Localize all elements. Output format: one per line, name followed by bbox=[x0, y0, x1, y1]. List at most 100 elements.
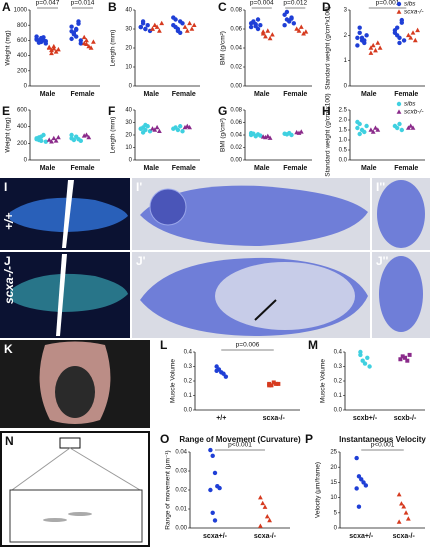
data-point bbox=[143, 122, 148, 128]
panel-label: J bbox=[4, 254, 11, 268]
data-point bbox=[248, 24, 254, 30]
data-point bbox=[34, 34, 39, 39]
data-point bbox=[359, 477, 364, 482]
y-tick-label: 0.2 bbox=[184, 379, 193, 385]
data-point bbox=[212, 518, 218, 523]
data-point bbox=[76, 19, 81, 24]
data-point bbox=[53, 49, 59, 54]
y-tick-label: 0.08 bbox=[230, 8, 242, 14]
data-point bbox=[140, 130, 146, 135]
section-i1 bbox=[140, 185, 368, 246]
y-tick-label: 0 bbox=[344, 84, 348, 90]
data-point bbox=[406, 32, 411, 38]
body-cavity bbox=[55, 366, 95, 418]
data-point bbox=[223, 374, 229, 379]
data-point bbox=[255, 26, 261, 32]
data-point bbox=[355, 119, 360, 125]
data-point bbox=[157, 28, 162, 33]
y-tick-label: 600 bbox=[17, 108, 28, 114]
y-axis-label: Standard weight (g/cm³x100) bbox=[325, 93, 332, 176]
y-tick-label: 0.04 bbox=[175, 450, 187, 456]
p-value: p<0.001 bbox=[228, 442, 252, 449]
data-point bbox=[43, 139, 48, 144]
data-point bbox=[138, 126, 143, 131]
data-point bbox=[397, 40, 402, 46]
data-point bbox=[356, 474, 362, 479]
data-point bbox=[362, 129, 367, 135]
data-point bbox=[355, 125, 360, 131]
y-tick-label: 0.06 bbox=[230, 27, 242, 33]
data-point bbox=[154, 24, 160, 29]
data-point bbox=[46, 137, 52, 142]
y-tick-label: 0.3 bbox=[184, 364, 193, 370]
data-point bbox=[150, 26, 155, 31]
legend-label: scxb-/- bbox=[404, 109, 424, 116]
fish bbox=[68, 512, 92, 516]
data-point bbox=[267, 135, 273, 140]
y-tick-label: 30 bbox=[125, 120, 132, 126]
data-point bbox=[397, 121, 402, 127]
data-point bbox=[69, 24, 74, 29]
data-point bbox=[294, 26, 300, 31]
data-point bbox=[397, 35, 402, 41]
data-point bbox=[357, 25, 362, 30]
fish-j bbox=[10, 273, 128, 312]
data-point bbox=[86, 43, 92, 49]
y-tick-label: 0.5 bbox=[339, 148, 348, 154]
data-point bbox=[46, 44, 52, 50]
y-tick-label: 15 bbox=[330, 480, 337, 486]
data-point bbox=[282, 23, 287, 28]
data-point bbox=[395, 25, 400, 30]
x-tick-label: Male bbox=[40, 91, 56, 98]
legend-label: sibs bbox=[404, 101, 416, 108]
data-point bbox=[84, 37, 89, 43]
panel-label: B bbox=[108, 0, 117, 14]
y-tick-label: 10 bbox=[125, 65, 132, 71]
data-point bbox=[410, 30, 416, 35]
y-tick-label: 0 bbox=[334, 526, 338, 532]
data-point bbox=[368, 45, 374, 50]
data-point bbox=[408, 35, 414, 40]
panel-label: J'' bbox=[376, 254, 389, 268]
data-point bbox=[296, 130, 302, 135]
y-tick-label: 10 bbox=[125, 145, 132, 151]
data-point bbox=[258, 133, 263, 138]
y-tick-label: 0.08 bbox=[230, 108, 242, 114]
data-point bbox=[362, 38, 367, 43]
x-tick-label: +/+ bbox=[216, 415, 226, 422]
data-point bbox=[396, 491, 402, 497]
y-axis-label: BMI (g/cm²) bbox=[220, 118, 227, 152]
data-point bbox=[269, 32, 275, 37]
panel-label: A bbox=[2, 0, 11, 14]
y-tick-label: 0.01 bbox=[175, 507, 187, 513]
y-tick-label: 0.4 bbox=[184, 350, 193, 356]
cross-section-i2 bbox=[377, 180, 425, 248]
data-point bbox=[264, 514, 270, 519]
data-point bbox=[69, 36, 74, 42]
y-tick-label: 2.5 bbox=[339, 108, 348, 114]
y-axis-label: Weight (mg) bbox=[5, 117, 12, 152]
data-point bbox=[140, 19, 146, 24]
data-point bbox=[36, 137, 42, 143]
y-tick-label: 0.0 bbox=[339, 158, 348, 164]
data-point bbox=[267, 35, 273, 41]
data-point bbox=[415, 27, 420, 33]
y-tick-label: 0.0 bbox=[184, 408, 193, 414]
data-point bbox=[78, 38, 84, 43]
panel-label: L bbox=[160, 338, 167, 352]
data-point bbox=[354, 455, 359, 461]
panel-label: F bbox=[108, 104, 115, 118]
data-point bbox=[269, 383, 274, 388]
chart-title: Range of Movement (Curvature) bbox=[179, 435, 301, 444]
y-tick-label: 5 bbox=[334, 510, 338, 516]
x-tick-label: Male bbox=[143, 165, 159, 172]
x-tick-label: scxa-/- bbox=[263, 415, 286, 422]
fish bbox=[43, 518, 67, 522]
data-point bbox=[399, 127, 404, 133]
data-point bbox=[258, 523, 263, 528]
data-point bbox=[296, 28, 302, 33]
panel-label: M bbox=[308, 338, 318, 352]
data-point bbox=[289, 132, 294, 138]
section-plane bbox=[62, 180, 74, 248]
y-axis-label: Muscle Volume bbox=[320, 359, 327, 403]
